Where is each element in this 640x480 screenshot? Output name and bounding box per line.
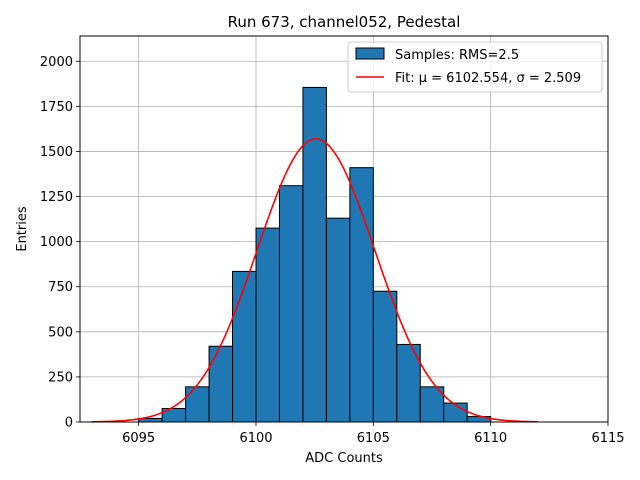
y-tick-label: 1750: [40, 100, 73, 115]
legend-histogram-swatch: [355, 47, 385, 60]
legend-fit-label: Fit: μ = 6102.554, σ = 2.509: [395, 71, 581, 86]
x-tick-label: 6105: [357, 431, 390, 446]
y-axis-label: Entries: [15, 206, 30, 252]
y-tick-label: 0: [65, 416, 73, 431]
plot-frame: [79, 35, 609, 423]
y-tick-label: 1000: [40, 235, 73, 250]
legend-box: [347, 41, 603, 93]
chart-title: Run 673, channel052, Pedestal: [228, 13, 461, 31]
histogram-bar: [443, 402, 468, 423]
x-tick-label: 6110: [474, 431, 507, 446]
histogram-bar: [302, 86, 327, 423]
y-tick-label: 250: [48, 370, 73, 385]
x-tick-label: 6115: [591, 431, 624, 446]
y-axis-ticks: 0 250 500 750 1000 1250 1500 1750 2000: [40, 55, 80, 431]
x-tick-label: 6100: [239, 431, 272, 446]
histogram-bar: [325, 217, 351, 423]
y-tick-label: 750: [48, 280, 73, 295]
fit-curve-group: [91, 138, 538, 423]
y-tick-label: 500: [48, 325, 73, 340]
histogram-bar: [208, 345, 234, 423]
histogram-bars: [138, 86, 492, 423]
y-tick-label: 2000: [40, 55, 73, 70]
histogram-bar: [372, 290, 398, 423]
x-tick-label: 6095: [122, 431, 155, 446]
x-axis-ticks: 6095 6100 6105 6110 6115: [122, 422, 625, 446]
histogram-bar: [232, 270, 257, 423]
histogram-bar: [278, 185, 304, 423]
y-tick-label: 1500: [40, 145, 73, 160]
fit-curve: [91, 138, 538, 423]
legend: Samples: RMS=2.5 Fit: μ = 6102.554, σ = …: [347, 41, 603, 93]
x-axis-label: ADC Counts: [305, 451, 383, 466]
legend-histogram-label: Samples: RMS=2.5: [395, 48, 519, 63]
histogram-bar: [185, 386, 210, 423]
y-tick-label: 1250: [40, 190, 73, 205]
histogram-bar: [349, 167, 374, 423]
histogram-bar: [255, 227, 280, 423]
